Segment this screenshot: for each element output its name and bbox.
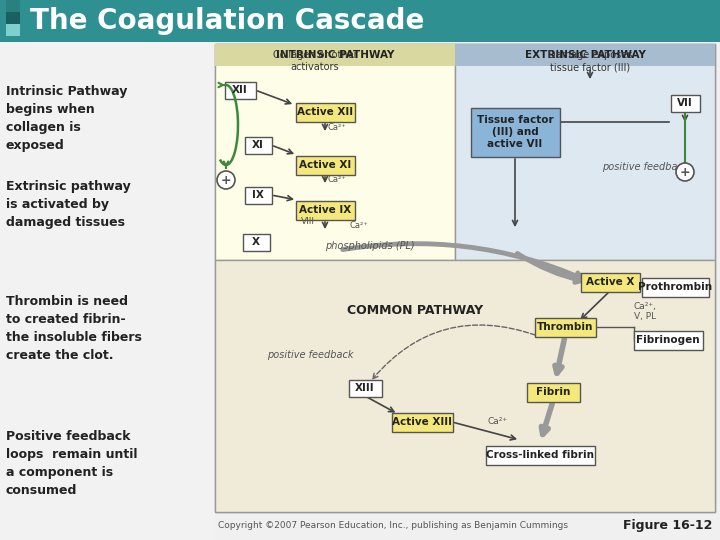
Bar — [6, 12, 20, 24]
FancyBboxPatch shape — [295, 156, 354, 174]
Text: Ca²⁺: Ca²⁺ — [488, 417, 508, 427]
Text: +: + — [680, 165, 690, 179]
Text: XII: XII — [232, 85, 248, 95]
Text: Copyright ©2007 Pearson Education, Inc., publishing as Benjamin Cummings: Copyright ©2007 Pearson Education, Inc.,… — [218, 521, 568, 530]
Text: INTRINSIC PATHWAY: INTRINSIC PATHWAY — [276, 50, 394, 60]
Bar — [455, 44, 715, 260]
Text: XI: XI — [252, 140, 264, 150]
Text: Active XI: Active XI — [299, 160, 351, 170]
Bar — [215, 44, 455, 66]
Text: IX: IX — [252, 190, 264, 200]
Text: Figure 16-12: Figure 16-12 — [623, 518, 712, 531]
Text: Ca²⁺: Ca²⁺ — [350, 221, 369, 231]
Text: Positive feedback
loops  remain until
a component is
consumed: Positive feedback loops remain until a c… — [6, 430, 138, 497]
Text: Thrombin: Thrombin — [537, 322, 593, 332]
Text: Tissue factor
(III) and
active VII: Tissue factor (III) and active VII — [477, 116, 553, 148]
FancyBboxPatch shape — [243, 233, 269, 251]
Text: Ca²⁺: Ca²⁺ — [328, 123, 347, 132]
Text: Ca²⁺: Ca²⁺ — [328, 176, 347, 185]
FancyBboxPatch shape — [245, 137, 271, 153]
FancyBboxPatch shape — [485, 446, 595, 464]
Text: VIII: VIII — [301, 217, 315, 226]
FancyBboxPatch shape — [295, 103, 354, 122]
Text: Extrinsic pathway
is activated by
damaged tissues: Extrinsic pathway is activated by damage… — [6, 180, 131, 229]
Bar — [215, 44, 715, 512]
Text: VII: VII — [677, 98, 693, 108]
Bar — [215, 44, 455, 260]
Text: Intrinsic Pathway
begins when
collagen is
exposed: Intrinsic Pathway begins when collagen i… — [6, 85, 127, 152]
FancyBboxPatch shape — [634, 330, 703, 349]
Text: EXTRINSIC PATHWAY: EXTRINSIC PATHWAY — [525, 50, 645, 60]
FancyBboxPatch shape — [225, 82, 256, 98]
Bar — [0, 42, 215, 540]
FancyBboxPatch shape — [348, 380, 382, 396]
Text: phospholipids (PL): phospholipids (PL) — [325, 241, 415, 251]
FancyBboxPatch shape — [534, 318, 595, 336]
FancyBboxPatch shape — [470, 107, 559, 157]
Text: Active XII: Active XII — [297, 107, 353, 117]
Text: Active X: Active X — [586, 277, 634, 287]
Text: Fibrin: Fibrin — [536, 387, 570, 397]
FancyBboxPatch shape — [580, 273, 639, 292]
Text: Active XIII: Active XIII — [392, 417, 452, 427]
FancyBboxPatch shape — [245, 186, 271, 204]
Circle shape — [217, 171, 235, 189]
Text: COMMON PATHWAY: COMMON PATHWAY — [347, 303, 483, 316]
Text: X: X — [252, 237, 260, 247]
Bar — [6, 0, 20, 12]
FancyBboxPatch shape — [526, 382, 580, 402]
Bar — [215, 260, 715, 512]
Text: Active IX: Active IX — [299, 205, 351, 215]
Text: Thrombin is need
to created fibrin-
the insoluble fibers
create the clot.: Thrombin is need to created fibrin- the … — [6, 295, 142, 362]
Text: positive feedback: positive feedback — [602, 162, 688, 172]
FancyBboxPatch shape — [392, 413, 452, 431]
Text: Collagen or other
activators: Collagen or other activators — [273, 50, 357, 72]
Text: positive feedback: positive feedback — [266, 350, 354, 360]
Bar — [455, 44, 715, 66]
Circle shape — [676, 163, 694, 181]
Text: XIII: XIII — [355, 383, 375, 393]
Bar — [0, 0, 720, 42]
Text: Cross-linked fibrin: Cross-linked fibrin — [486, 450, 594, 460]
FancyBboxPatch shape — [295, 200, 354, 219]
Text: +: + — [221, 173, 231, 186]
Bar — [6, 22, 20, 36]
Text: The Coagulation Cascade: The Coagulation Cascade — [30, 7, 424, 35]
Text: Fibrinogen: Fibrinogen — [636, 335, 700, 345]
Text: Prothrombin: Prothrombin — [638, 282, 712, 292]
Text: Ca²⁺,
V, PL: Ca²⁺, V, PL — [634, 302, 657, 321]
Text: Damage exposes
tissue factor (III): Damage exposes tissue factor (III) — [548, 50, 632, 72]
FancyBboxPatch shape — [642, 278, 708, 296]
FancyBboxPatch shape — [670, 94, 700, 111]
